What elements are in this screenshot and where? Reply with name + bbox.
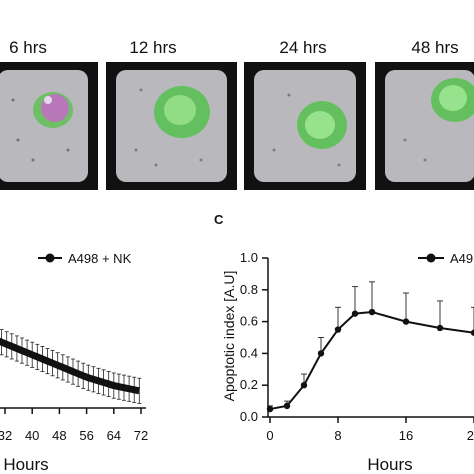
left-x-tick-label: 56 <box>79 428 93 443</box>
left-x-axis-title: Hours <box>3 455 48 474</box>
left-x-tick-label: 32 <box>0 428 12 443</box>
c-y-tick-label: 0.6 <box>240 314 258 329</box>
micrograph-24hrs <box>244 62 366 190</box>
c-x-tick-label: 8 <box>334 428 341 443</box>
c-data-point <box>266 405 274 413</box>
c-y-tick-label: 1.0 <box>240 250 258 265</box>
c-y-tick-label: 0.8 <box>240 282 258 297</box>
c-series-line <box>269 311 474 411</box>
left-legend-label: A498 + NK <box>68 251 132 266</box>
chart-c: C 0.00.20.40.60.81.008162432404856 A49 A… <box>214 212 474 474</box>
left-x-tick-label: 72 <box>134 428 148 443</box>
c-y-tick-label: 0.4 <box>240 345 258 360</box>
c-legend: A49 <box>418 251 473 266</box>
left-legend: A498 + NK <box>38 251 132 266</box>
c-data-point <box>300 382 308 389</box>
tile-label-12hrs: 12 hrs <box>129 38 177 57</box>
left-x-tick-label: 64 <box>107 428 121 443</box>
c-data-point <box>351 310 359 317</box>
c-data-point <box>368 308 376 316</box>
c-y-tick-label: 0.0 <box>240 409 258 424</box>
panel-c-letter: C <box>214 212 224 227</box>
micrograph-6hrs <box>0 62 98 190</box>
c-x-tick-label: 24 <box>467 428 474 443</box>
micrograph-48hrs <box>375 62 474 190</box>
c-x-tick-label: 0 <box>266 428 273 443</box>
c-data-point <box>470 329 474 336</box>
c-x-tick-label: 16 <box>399 428 413 443</box>
micrograph-12hrs <box>106 62 237 190</box>
left-x-tick-label: 48 <box>52 428 66 443</box>
c-data-point <box>402 318 410 325</box>
left-x-tick-label: 40 <box>25 428 39 443</box>
c-data-point <box>283 402 291 410</box>
c-data-point <box>436 324 444 332</box>
c-y-tick-label: 0.2 <box>240 377 258 392</box>
c-legend-label: A49 <box>450 251 473 266</box>
tile-label-24hrs: 24 hrs <box>279 38 327 57</box>
c-y-axis-title: Apoptotic index [A.U] <box>221 271 237 402</box>
c-x-axis-title: Hours <box>367 455 412 474</box>
tile-label-6hrs: 6 hrs <box>9 38 47 57</box>
chart-left: 32 40 48 56 64 72 A498 + NK Hours <box>0 251 148 474</box>
c-data-point <box>334 326 342 333</box>
c-data-point <box>317 350 325 357</box>
left-series-line <box>0 337 141 395</box>
tile-label-48hrs: 48 hrs <box>411 38 459 57</box>
